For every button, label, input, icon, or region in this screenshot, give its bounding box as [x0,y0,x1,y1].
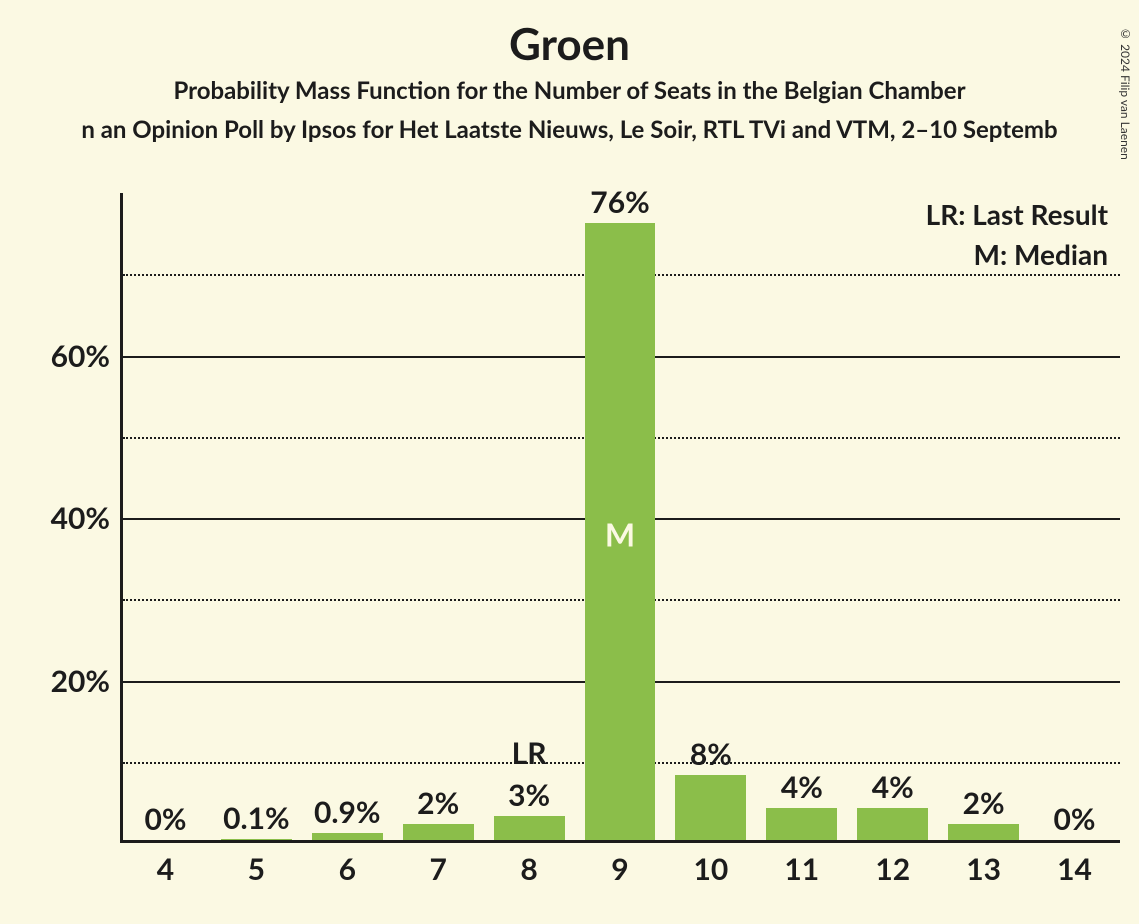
bar [403,824,474,840]
plot-area: LR: Last Result M: Median 20%40%60%0%40.… [120,193,1120,843]
bar-extra-label: LR [512,735,547,771]
bar-value-label: 8% [690,736,732,772]
x-tick-label: 12 [875,843,910,887]
chart-title: Groen [0,18,1139,70]
x-tick-label: 4 [157,843,174,887]
bar-value-label: 0.1% [223,800,290,836]
bar [948,824,1019,840]
x-tick-label: 5 [248,843,265,887]
x-tick-label: 13 [966,843,1001,887]
legend-m: M: Median [926,237,1108,271]
bar [312,833,383,840]
bar-value-label: 0% [144,801,186,837]
y-tick-label: 40% [51,500,120,536]
bar-value-label: 0.9% [314,794,381,830]
x-tick-label: 7 [429,843,446,887]
bar [221,839,292,840]
bar-value-label: 3% [508,777,550,813]
chart-container: LR: Last Result M: Median 20%40%60%0%40.… [30,193,1120,893]
x-tick-label: 8 [520,843,537,887]
chart-subtitle: Probability Mass Function for the Number… [0,76,1139,105]
bar-value-label: 2% [417,785,459,821]
bar [675,775,746,840]
x-tick-label: 10 [694,843,729,887]
x-tick-label: 14 [1057,843,1092,887]
legend-lr: LR: Last Result [926,197,1108,231]
bar [494,816,565,840]
x-tick-label: 11 [784,843,819,887]
x-tick-label: 6 [339,843,356,887]
bar-value-label: 0% [1054,801,1096,837]
copyright-text: © 2024 Filip van Laenen [1118,26,1133,160]
bar-value-label: 76% [590,184,649,220]
bar-value-label: 2% [963,785,1005,821]
x-tick-label: 9 [611,843,628,887]
bar [857,808,928,841]
chart-subtitle-2: n an Opinion Poll by Ipsos for Het Laats… [0,115,1139,144]
bar [766,808,837,841]
bar-value-label: 4% [872,769,914,805]
bar-value-label: 4% [781,769,823,805]
y-tick-label: 20% [51,663,120,699]
bar-inside-label: M [605,515,635,554]
legend: LR: Last Result M: Median [926,197,1108,277]
y-tick-label: 60% [51,338,120,374]
